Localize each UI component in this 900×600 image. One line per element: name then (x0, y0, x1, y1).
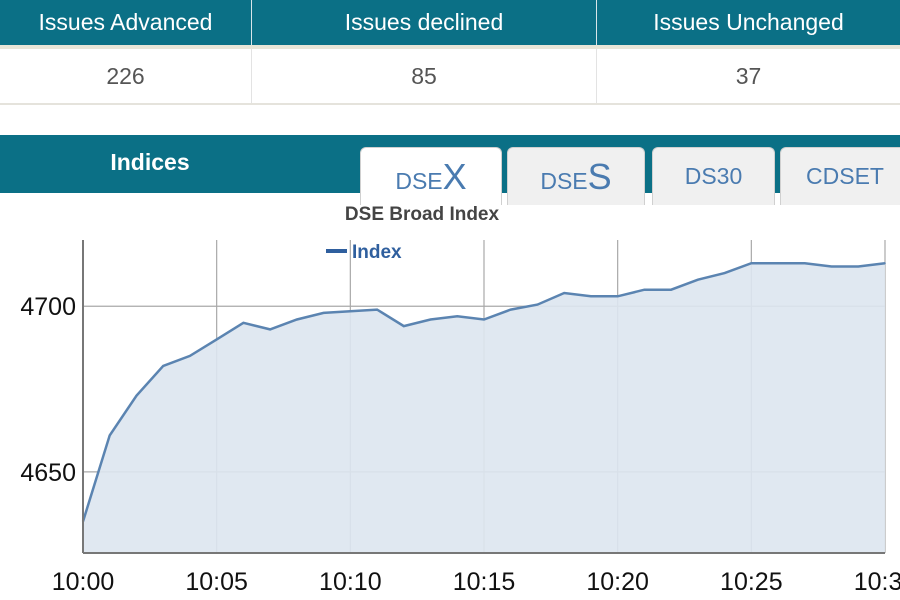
x-tick-label: 10:25 (720, 568, 783, 596)
table-row: 226 85 37 (0, 49, 900, 105)
data-point (322, 312, 325, 314)
data-point (135, 394, 138, 397)
tab-ds30[interactable]: DS30 (652, 147, 775, 205)
tab-dses[interactable]: DSE S (507, 147, 645, 205)
data-point (403, 325, 405, 327)
data-point (536, 303, 539, 306)
data-point (429, 318, 432, 321)
data-point (857, 265, 860, 268)
table-header-row: Issues Advanced Issues declined Issues U… (0, 0, 900, 49)
data-point (697, 278, 699, 281)
header-issues-advanced: Issues Advanced (0, 0, 252, 45)
x-tick-label: 10:10 (319, 568, 382, 596)
x-tick-label: 10:00 (52, 568, 115, 596)
data-point (750, 262, 753, 264)
chart-title: DSE Broad Index (345, 204, 500, 225)
data-point (616, 295, 619, 298)
x-tick-label: 10:30 (854, 568, 900, 596)
data-point (723, 272, 726, 274)
data-point (242, 322, 245, 324)
data-point (804, 262, 806, 264)
y-tick-label: 4700 (20, 293, 76, 321)
tab-dsex[interactable]: DSE X (360, 147, 502, 205)
tab-cdset[interactable]: CDSET (780, 147, 900, 205)
issues-unchanged-value: 37 (735, 62, 762, 89)
x-tick-label: 10:20 (586, 568, 649, 596)
data-point (269, 328, 271, 331)
indices-title: Indices (110, 148, 190, 175)
data-point (483, 318, 485, 321)
tab-dsex-suffix: X (442, 155, 467, 197)
y-tick-label: 4650 (20, 459, 76, 487)
data-point (830, 265, 833, 268)
indices-accent-line (94, 132, 208, 135)
header-issues-declined: Issues declined (252, 0, 597, 45)
tab-dses-prefix: DSE (540, 167, 588, 194)
data-point (509, 308, 512, 311)
data-point (777, 262, 779, 264)
data-point (884, 262, 886, 264)
legend-label: Index (352, 242, 402, 263)
data-point (162, 365, 164, 367)
data-point (643, 288, 646, 291)
x-tick-label: 10:15 (453, 568, 516, 596)
index-line (81, 261, 886, 522)
data-point (563, 292, 565, 294)
data-point (82, 520, 84, 523)
data-point (456, 315, 459, 317)
data-point (296, 318, 298, 321)
index-area (83, 263, 885, 553)
market-stats-table: Issues Advanced Issues declined Issues U… (0, 0, 900, 105)
data-point (349, 310, 352, 313)
data-point (590, 295, 592, 298)
x-tick-label: 10:05 (185, 568, 248, 596)
issues-declined-value: 85 (252, 49, 597, 103)
header-issues-unchanged: Issues Unchanged (653, 9, 844, 35)
data-point (189, 355, 191, 357)
data-point (215, 338, 218, 341)
data-point (108, 434, 111, 437)
data-point (670, 288, 672, 291)
data-point (376, 308, 378, 311)
tab-dsex-prefix: DSE (395, 167, 443, 194)
tab-dses-suffix: S (587, 155, 612, 197)
issues-advanced-value: 226 (0, 49, 252, 103)
